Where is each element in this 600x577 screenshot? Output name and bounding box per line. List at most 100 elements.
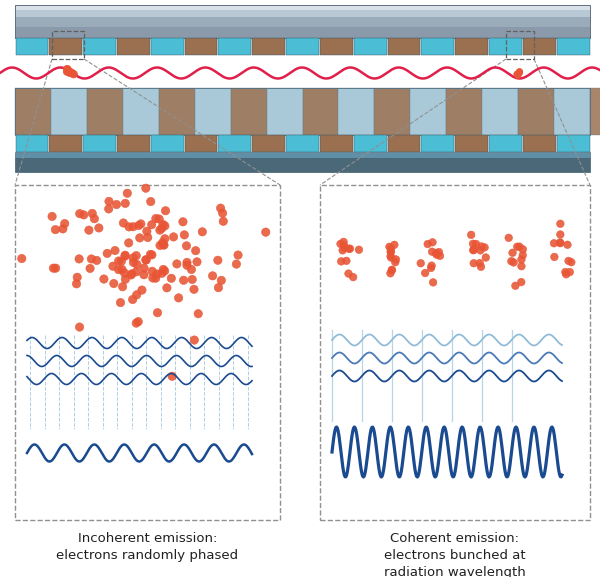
Circle shape [158, 224, 166, 233]
Circle shape [121, 252, 129, 260]
Circle shape [551, 253, 558, 261]
Circle shape [193, 258, 201, 266]
Circle shape [76, 323, 84, 331]
Circle shape [132, 268, 140, 276]
Circle shape [140, 264, 148, 272]
Circle shape [387, 245, 395, 252]
Circle shape [467, 231, 475, 239]
Circle shape [563, 241, 571, 249]
Circle shape [346, 245, 354, 253]
Circle shape [90, 215, 98, 223]
Polygon shape [194, 88, 230, 135]
Circle shape [88, 209, 97, 218]
Circle shape [143, 227, 151, 235]
Circle shape [73, 280, 81, 288]
Circle shape [146, 197, 155, 206]
Circle shape [427, 264, 435, 272]
Circle shape [194, 309, 202, 318]
Circle shape [349, 273, 357, 281]
Circle shape [105, 197, 113, 205]
Bar [421, 38, 454, 55]
Circle shape [518, 263, 525, 270]
Circle shape [190, 336, 199, 344]
Circle shape [198, 227, 206, 236]
Circle shape [134, 317, 142, 326]
Bar [15, 88, 590, 135]
Circle shape [158, 269, 166, 278]
Circle shape [505, 234, 512, 242]
Circle shape [142, 256, 151, 264]
Bar [151, 38, 184, 55]
Circle shape [116, 298, 125, 307]
Circle shape [232, 260, 241, 268]
Circle shape [159, 241, 167, 249]
Bar [523, 38, 556, 55]
Circle shape [125, 223, 133, 231]
Bar [15, 152, 590, 158]
Circle shape [388, 267, 395, 274]
Circle shape [133, 260, 141, 269]
Polygon shape [51, 88, 87, 135]
Circle shape [175, 294, 183, 302]
Bar [354, 135, 386, 152]
Circle shape [340, 242, 348, 249]
Bar [218, 135, 251, 152]
Circle shape [156, 241, 164, 250]
Circle shape [121, 199, 130, 208]
Circle shape [146, 250, 155, 258]
Circle shape [482, 254, 490, 261]
Bar [185, 38, 217, 55]
Circle shape [566, 268, 574, 276]
Circle shape [515, 71, 521, 77]
Circle shape [152, 274, 160, 282]
Polygon shape [446, 88, 482, 135]
Bar [320, 38, 353, 55]
Bar [15, 185, 280, 520]
Circle shape [121, 251, 130, 260]
Bar [354, 38, 386, 55]
Bar [557, 135, 589, 152]
Bar [455, 38, 488, 55]
Circle shape [161, 222, 169, 230]
Circle shape [557, 220, 564, 227]
Circle shape [388, 266, 396, 273]
Circle shape [128, 295, 137, 304]
Bar [455, 135, 488, 152]
Circle shape [472, 240, 480, 248]
Circle shape [163, 284, 171, 292]
Circle shape [148, 250, 156, 259]
Bar [83, 135, 116, 152]
Circle shape [355, 246, 363, 253]
Bar [252, 135, 285, 152]
Circle shape [149, 274, 157, 282]
Circle shape [556, 239, 564, 246]
Bar [489, 135, 522, 152]
Circle shape [386, 269, 394, 277]
Bar [151, 135, 184, 152]
Circle shape [183, 258, 191, 267]
Bar [320, 135, 353, 152]
Circle shape [168, 372, 176, 380]
Circle shape [179, 218, 187, 226]
Circle shape [154, 309, 162, 317]
Circle shape [518, 256, 525, 263]
Circle shape [159, 220, 167, 228]
Polygon shape [159, 88, 194, 135]
Polygon shape [15, 88, 51, 135]
Circle shape [132, 252, 140, 260]
Circle shape [510, 258, 517, 266]
Circle shape [512, 282, 519, 290]
Circle shape [217, 276, 226, 284]
Circle shape [143, 233, 152, 242]
Circle shape [80, 211, 88, 219]
Bar [557, 38, 589, 55]
Bar [49, 38, 82, 55]
Circle shape [100, 275, 108, 283]
Circle shape [124, 239, 133, 247]
Circle shape [142, 256, 150, 264]
Circle shape [556, 239, 564, 247]
Polygon shape [230, 88, 266, 135]
Circle shape [138, 286, 146, 294]
Bar [117, 135, 150, 152]
Circle shape [76, 209, 84, 218]
